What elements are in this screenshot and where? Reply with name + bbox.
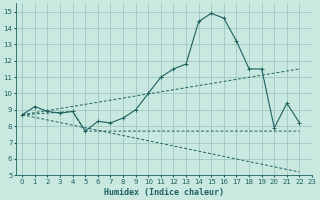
X-axis label: Humidex (Indice chaleur): Humidex (Indice chaleur) <box>104 188 224 197</box>
